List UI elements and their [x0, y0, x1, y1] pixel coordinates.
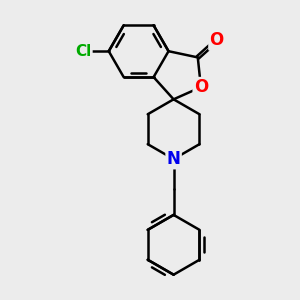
- Text: O: O: [194, 78, 208, 96]
- Text: Cl: Cl: [75, 44, 92, 59]
- Text: O: O: [209, 32, 224, 50]
- Text: N: N: [167, 150, 181, 168]
